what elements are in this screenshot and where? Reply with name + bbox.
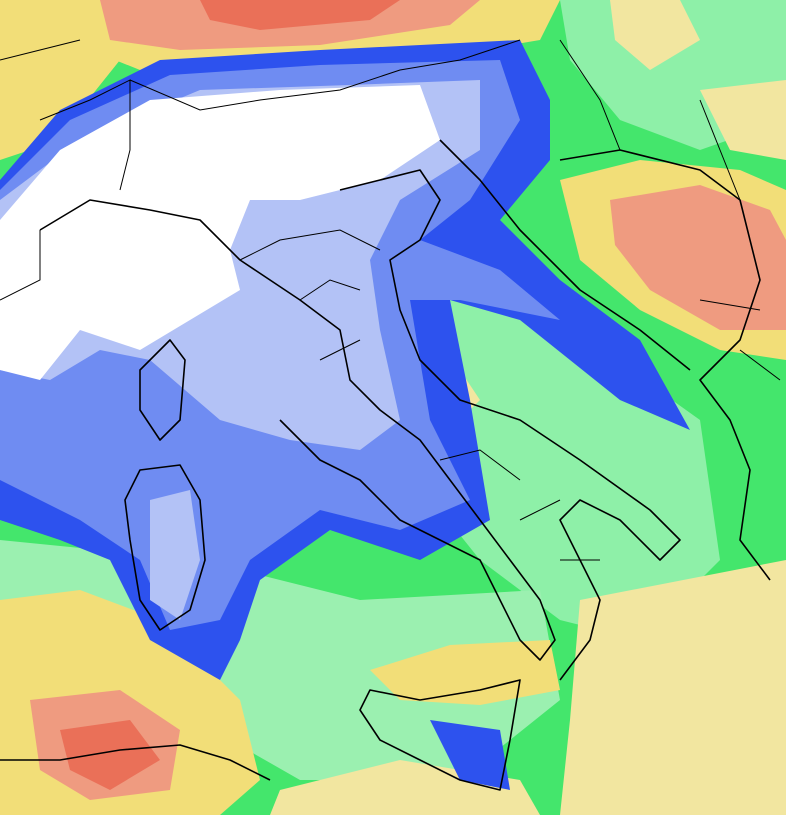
field-zone: [150, 490, 200, 620]
coastline: [0, 744, 271, 781]
field-zone: [610, 0, 700, 70]
field-zone: [0, 85, 440, 380]
coastline: [339, 169, 681, 681]
coastline: [124, 464, 206, 631]
field-zone: [370, 640, 560, 705]
border: [239, 229, 600, 561]
border: [559, 39, 781, 381]
border: [39, 79, 131, 191]
coastline: [39, 199, 556, 661]
border: [129, 39, 521, 111]
field-zone: [430, 720, 510, 790]
coastline: [439, 139, 691, 371]
field-zone: [700, 80, 786, 160]
field-zone: [60, 720, 160, 790]
coastline: [139, 339, 186, 441]
field-zone: [560, 560, 786, 815]
field-zone: [200, 0, 400, 30]
border: [0, 39, 81, 301]
coastline: [359, 679, 521, 791]
field-zone: [610, 185, 786, 330]
coastline: [559, 149, 771, 581]
